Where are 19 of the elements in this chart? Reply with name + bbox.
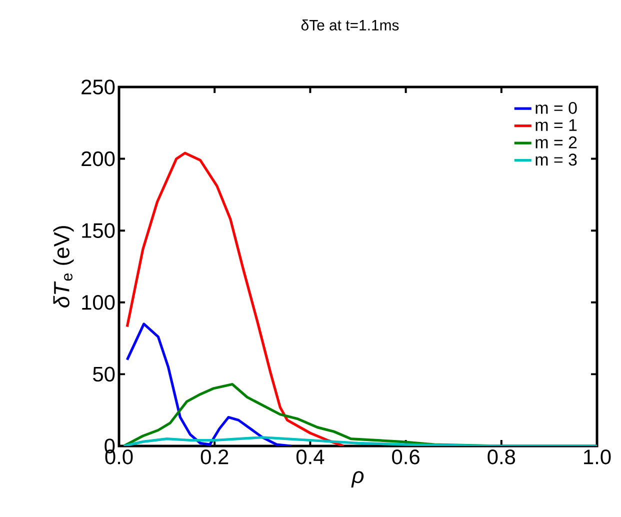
chart-title: δTe at t=1.1ms	[301, 20, 399, 30]
y-tick-label: 50	[93, 366, 115, 382]
y-tick-label: 100	[82, 294, 115, 310]
line-series	[126, 152, 345, 446]
line-series	[122, 436, 598, 446]
y-axis-title: δT$_{e}$ (eV)	[53, 226, 74, 308]
legend-label: m = 2	[536, 136, 577, 148]
y-tick-label: 250	[82, 80, 115, 94]
y-tick-label: 150	[82, 223, 115, 238]
x-tick-label: 0.4	[296, 450, 324, 464]
x-axis-title: ρ	[351, 471, 364, 488]
y-tick-label: 200	[82, 151, 115, 166]
x-tick-label: 0.6	[392, 450, 420, 464]
legend-label: m = 1	[536, 119, 577, 131]
legend-label: m = 0	[536, 102, 577, 114]
legend-label: m = 3	[536, 154, 577, 166]
x-tick-label: 0.8	[488, 450, 516, 464]
x-tick-label: 1.0	[584, 450, 611, 464]
x-tick-label: 0.2	[200, 450, 228, 464]
